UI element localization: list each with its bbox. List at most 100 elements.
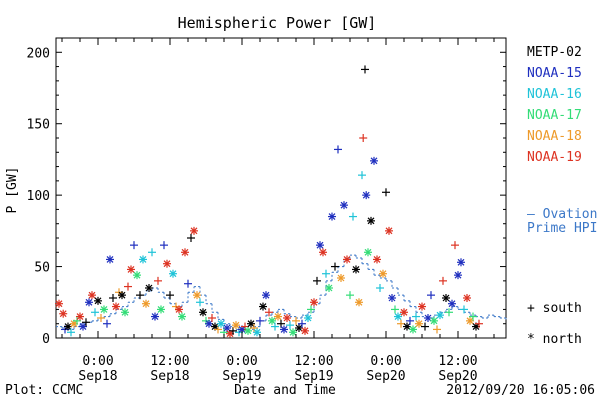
north-point [151, 312, 159, 321]
north-point [310, 298, 318, 307]
south-point [382, 188, 390, 197]
north-point [217, 319, 225, 328]
axes: 0501001502000:00Sep1812:00Sep180:00Sep19… [27, 38, 506, 384]
north-point [373, 255, 381, 264]
south-point [358, 171, 366, 180]
north-point [193, 291, 201, 300]
north-point [436, 311, 444, 320]
x-tick-label-date: Sep19 [222, 369, 261, 384]
x-tick-label-time: 0:00 [226, 354, 257, 369]
south-point [82, 318, 90, 327]
north-point [190, 226, 198, 235]
ovation-label-1: — Ovation [527, 207, 597, 222]
north-point [388, 294, 396, 302]
south-point [277, 319, 285, 328]
north-point [448, 299, 456, 308]
north-point [76, 312, 84, 321]
south-point [250, 324, 258, 332]
north-point [424, 314, 432, 322]
north-point [100, 305, 108, 314]
south-point [214, 325, 222, 334]
marker-legend-entry: + south [527, 301, 582, 316]
north-point [118, 291, 126, 300]
south-point [109, 294, 117, 302]
y-tick-label: 200 [27, 46, 50, 61]
legend-entry: NOAA-19 [527, 150, 582, 165]
south-point [103, 319, 111, 328]
north-point [367, 216, 375, 225]
north-point [169, 269, 177, 278]
south-point [292, 316, 300, 325]
north-point [337, 274, 345, 282]
south-point [166, 291, 174, 300]
north-point [163, 259, 171, 268]
north-point [259, 302, 267, 311]
south-point [130, 241, 138, 250]
north-point [253, 328, 261, 337]
north-point [457, 258, 465, 267]
legend-entry: NOAA-16 [527, 87, 582, 102]
x-tick-label-time: 0:00 [82, 354, 113, 369]
south-point [286, 321, 294, 330]
north-point [466, 316, 474, 325]
north-point [133, 271, 141, 280]
x-tick-label-date: Sep19 [294, 369, 333, 384]
north-point [454, 271, 462, 280]
marker-legend: + south * north [527, 301, 582, 347]
y-axis-label: P [GW] [5, 167, 20, 214]
south-point [412, 312, 420, 321]
north-point [362, 191, 371, 200]
south-point [427, 291, 435, 300]
south-point [136, 291, 144, 300]
north-point [403, 322, 411, 331]
legend-entry: NOAA-15 [527, 66, 582, 81]
south-point [208, 314, 216, 322]
marker-legend-entry: * north [527, 332, 582, 347]
south-point [349, 212, 357, 221]
north-point [415, 319, 423, 328]
north-point [127, 265, 135, 274]
south-point [307, 305, 315, 314]
south-point [256, 316, 264, 325]
north-point [178, 312, 186, 321]
north-point [142, 299, 150, 308]
south-point [322, 269, 330, 278]
north-point [205, 319, 213, 328]
south-point [469, 312, 477, 321]
legend: METP-02 NOAA-15 NOAA-16 NOAA-17 NOAA-18 NOAA-… [527, 45, 582, 165]
north-point [352, 265, 360, 274]
north-point [268, 316, 276, 325]
y-tick-label: 0 [42, 332, 50, 347]
north-point [364, 248, 372, 257]
north-point [280, 325, 288, 334]
south-point [187, 234, 195, 242]
x-tick-label-date: Sep18 [78, 369, 117, 384]
north-point [304, 314, 312, 322]
south-point [160, 241, 168, 250]
south-point [391, 305, 399, 314]
south-point [124, 282, 132, 291]
north-point [394, 312, 402, 321]
legend-entry: NOAA-18 [527, 129, 582, 144]
south-point [229, 326, 237, 335]
north-point [355, 298, 363, 307]
north-point [379, 269, 387, 278]
north-point [247, 319, 255, 328]
y-tick-label: 50 [34, 261, 50, 276]
south-point [475, 319, 483, 328]
south-point [451, 241, 459, 250]
x-tick-label-time: 12:00 [294, 354, 333, 369]
north-point [59, 309, 68, 318]
north-point [385, 226, 393, 235]
south-point [406, 316, 414, 325]
north-point [319, 248, 327, 257]
north-point [139, 255, 147, 264]
north-point [112, 302, 120, 311]
north-point [262, 291, 270, 300]
north-point [145, 284, 153, 292]
x-tick-label-time: 12:00 [150, 354, 189, 369]
ovation-label-2: Prime HPI [527, 221, 597, 236]
chart-title: Hemispheric Power [GW] [178, 14, 377, 32]
north-point [283, 314, 291, 322]
